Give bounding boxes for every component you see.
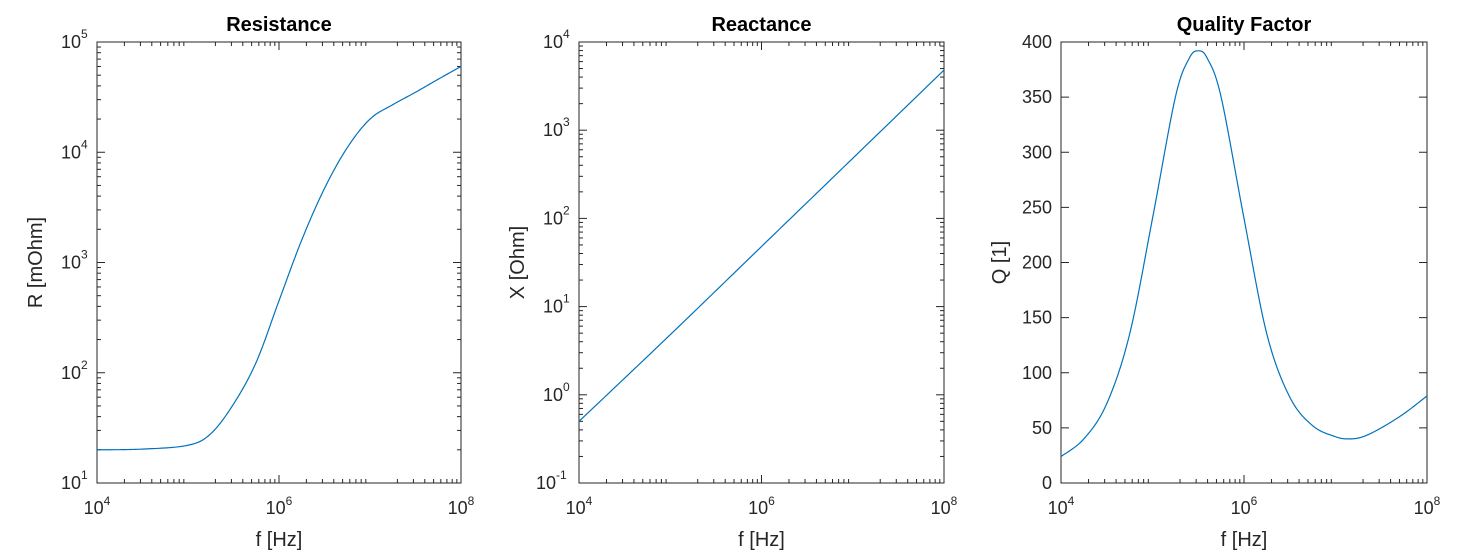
x-tick-label: 104 <box>566 494 593 518</box>
y-tick-exponent: 2 <box>563 203 570 217</box>
chart-title: Reactance <box>711 14 811 36</box>
x-tick-label: 106 <box>266 494 293 518</box>
y-tick-label: 10 <box>543 208 563 228</box>
y-tick-exponent: -1 <box>556 468 567 482</box>
quality-factor-plot: 104 106 108 0 50 100 150 200 250 300 350 400 Quality… <box>989 14 1441 551</box>
y-tick-label: 100 <box>1022 363 1052 383</box>
y-axis-label: R [mOhm] <box>25 217 47 308</box>
x-tick-label: 104 <box>84 494 111 518</box>
y-tick-label: 10 <box>61 363 81 383</box>
y-tick-label: 150 <box>1022 308 1052 328</box>
quality-factor-series-line <box>1060 50 1428 458</box>
y-tick-label: 10 <box>61 473 81 493</box>
y-tick-exponent: 0 <box>563 380 570 394</box>
y-tick-exponent: 5 <box>81 27 88 41</box>
y-tick-label: 400 <box>1022 32 1052 52</box>
y-tick-label: 200 <box>1022 253 1052 273</box>
y-axis-label: X [Ohm] <box>507 226 529 299</box>
reactance-series-line <box>578 69 945 422</box>
y-tick-exponent: 4 <box>563 27 570 41</box>
x-axis-label: f [Hz] <box>1221 529 1268 551</box>
y-tick-label: 300 <box>1022 142 1052 162</box>
y-tick-label: 10 <box>536 473 556 493</box>
y-tick-exponent: 4 <box>81 137 88 151</box>
axes-box <box>96 41 462 484</box>
y-tick-label: 0 <box>1042 473 1052 493</box>
y-tick-label: 350 <box>1022 87 1052 107</box>
y-tick-label: 10 <box>61 142 81 162</box>
y-tick-label: 10 <box>61 32 81 52</box>
x-tick-label: 106 <box>748 494 775 518</box>
y-axis-label: Q [1] <box>989 241 1011 284</box>
axes-box <box>1060 41 1428 484</box>
y-tick-label: 10 <box>543 385 563 405</box>
y-tick-label: 10 <box>61 253 81 273</box>
y-tick-label: 10 <box>543 120 563 140</box>
y-tick-exponent: 1 <box>81 468 88 482</box>
y-tick-label: 50 <box>1032 418 1052 438</box>
x-tick-label: 104 <box>1048 494 1075 518</box>
x-tick-label: 108 <box>931 494 958 518</box>
x-axis-label: f [Hz] <box>256 529 303 551</box>
y-tick-label: 10 <box>543 32 563 52</box>
y-tick-exponent: 2 <box>81 358 88 372</box>
y-tick-exponent: 3 <box>563 115 570 129</box>
resistance-series-line <box>96 65 462 451</box>
y-tick-label: 250 <box>1022 197 1052 217</box>
x-tick-label: 108 <box>448 494 475 518</box>
x-tick-label: 108 <box>1414 494 1441 518</box>
y-tick-exponent: 1 <box>563 292 570 306</box>
y-tick-exponent: 3 <box>81 248 88 262</box>
x-tick-label: 106 <box>1231 494 1258 518</box>
y-tick-label: 10 <box>543 297 563 317</box>
x-axis-label: f [Hz] <box>738 529 785 551</box>
chart-title: Quality Factor <box>1177 14 1312 36</box>
axes-box <box>578 41 945 484</box>
chart-title: Resistance <box>226 14 332 36</box>
